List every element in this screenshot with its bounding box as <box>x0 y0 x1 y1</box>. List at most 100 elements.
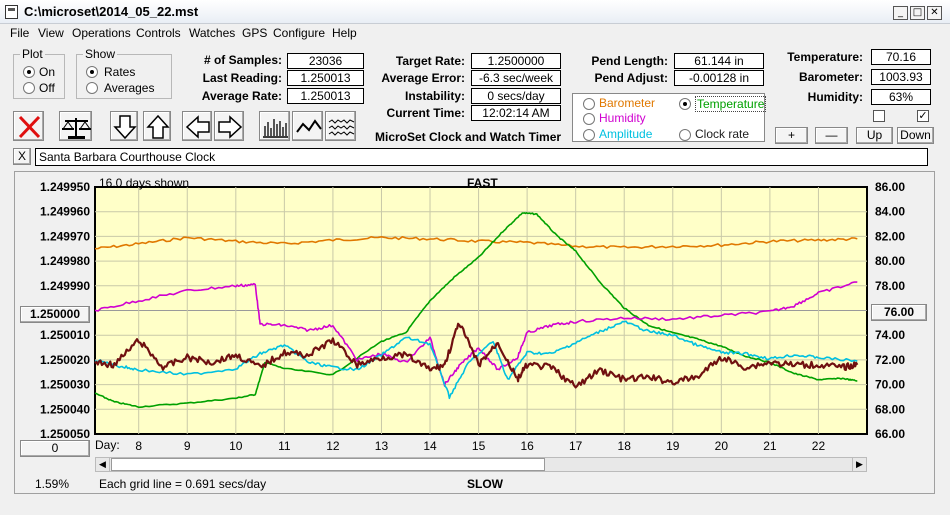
menu-bar: File View Operations Controls Watches GP… <box>0 24 950 42</box>
barometer-radio[interactable] <box>583 98 595 110</box>
red-x-icon <box>18 115 41 139</box>
menu-operations[interactable]: Operations <box>72 26 131 40</box>
move-down-button[interactable] <box>110 111 138 141</box>
day-tick-label: 18 <box>618 439 632 453</box>
minimize-icon[interactable]: _ <box>893 6 908 20</box>
show-rates-radio[interactable] <box>86 66 98 78</box>
move-up-button[interactable] <box>143 111 171 141</box>
average-rate-label: Average Rate: <box>201 89 282 103</box>
app-subtitle: MicroSet Clock and Watch Timer <box>375 130 562 144</box>
series-line-humidity <box>94 281 858 387</box>
horizontal-scrollbar[interactable]: ◀ ▶ <box>95 457 867 472</box>
maximize-icon[interactable]: □ <box>910 6 925 20</box>
day-tick-label: 17 <box>569 439 583 453</box>
last-reading-value: 1.250013 <box>287 70 364 86</box>
day-tick-label: 11 <box>278 439 291 453</box>
histogram-icon <box>263 119 288 138</box>
pend-length-label: Pend Length: <box>591 54 668 68</box>
right-tick-label: 74.00 <box>875 328 905 342</box>
humidity-checkbox[interactable] <box>873 110 885 122</box>
right-tick-label: 80.00 <box>875 254 905 268</box>
menu-controls[interactable]: Controls <box>136 26 181 40</box>
instability-label: Instability: <box>404 89 465 103</box>
zoom-in-button[interactable]: + <box>775 127 808 144</box>
scroll-up-button[interactable]: Up <box>856 127 893 144</box>
clock-name-input[interactable]: Santa Barbara Courthouse Clock <box>35 148 928 166</box>
clock-rate-radio[interactable] <box>679 129 691 141</box>
clear-clock-name-button[interactable]: X <box>13 148 31 165</box>
plot-off-label: Off <box>39 81 55 95</box>
left-tick-label: 1.250020 <box>40 353 90 367</box>
day-tick-label: 14 <box>423 439 437 453</box>
left-tick-label: 1.249980 <box>40 254 90 268</box>
temperature-value: 70.16 <box>871 49 931 65</box>
plot-on-radio[interactable] <box>23 66 35 78</box>
left-center-value-button[interactable]: 1.250000 <box>20 306 90 323</box>
chart-grid <box>95 187 867 434</box>
right-tick-label: 66.00 <box>875 427 905 441</box>
plot-group: Plot On Off <box>13 47 65 99</box>
menu-gps[interactable]: GPS <box>242 26 268 40</box>
noise-graph-button[interactable] <box>325 111 356 141</box>
average-rate-value: 1.250013 <box>287 88 364 104</box>
stop-button[interactable] <box>13 111 44 141</box>
right-center-value-button[interactable]: 76.00 <box>871 304 927 321</box>
plot-off-radio[interactable] <box>23 82 35 94</box>
last-reading-label: Last Reading: <box>202 71 282 85</box>
scroll-down-button[interactable]: Down <box>897 127 934 144</box>
day-tick-label: 15 <box>472 439 486 453</box>
humidity-option-label: Humidity <box>599 111 646 125</box>
series-line-temperature <box>94 212 858 409</box>
samples-label: # of Samples: <box>203 53 282 67</box>
menu-configure[interactable]: Configure <box>273 26 326 40</box>
scroll-right-icon[interactable]: ▶ <box>852 458 866 471</box>
menu-watches[interactable]: Watches <box>189 26 236 40</box>
series-line-clock-rate <box>94 322 859 389</box>
left-tick-label: 1.249950 <box>40 180 90 194</box>
right-tick-label: 78.00 <box>875 279 905 293</box>
left-tick-label: 1.249960 <box>40 205 90 219</box>
balance-scale-icon <box>62 118 91 139</box>
show-averages-radio[interactable] <box>86 82 98 94</box>
left-tick-label: 1.250050 <box>40 427 90 441</box>
right-tick-label: 86.00 <box>875 180 905 194</box>
menu-view[interactable]: View <box>38 26 64 40</box>
current-time-label: Current Time: <box>386 106 465 120</box>
temperature-option-label: Temperature <box>695 96 767 112</box>
day-tick-label: 8 <box>135 439 142 453</box>
plot-on-label: On <box>39 65 56 79</box>
humidity-radio[interactable] <box>583 113 595 125</box>
day-tick-label: 12 <box>326 439 340 453</box>
scroll-left-icon[interactable]: ◀ <box>96 458 110 471</box>
zoom-out-button[interactable]: — <box>815 127 848 144</box>
humidity-checkbox-checked[interactable]: ✓ <box>917 109 929 122</box>
pend-adjust-value: -0.00128 in <box>674 70 764 86</box>
menu-help[interactable]: Help <box>332 26 357 40</box>
left-tick-label: 1.249990 <box>40 279 90 293</box>
days-shown-label: 16.0 days shown <box>99 176 190 190</box>
close-icon[interactable]: ✕ <box>927 6 942 20</box>
day-tick-label: 16 <box>520 439 534 453</box>
line-graph-button[interactable] <box>292 111 323 141</box>
arrow-down-icon <box>113 115 137 140</box>
plot-group-legend: Plot <box>20 47 45 61</box>
balance-button[interactable] <box>59 111 92 141</box>
zero-button[interactable]: 0 <box>20 440 90 457</box>
barometer-option-label: Barometer <box>599 96 656 110</box>
temperature-radio[interactable] <box>679 98 691 110</box>
menu-file[interactable]: File <box>10 26 30 40</box>
move-right-button[interactable] <box>214 111 244 141</box>
title-bar: C:\microset\2014_05_22.mst _ □ ✕ <box>0 0 950 24</box>
right-tick-label: 82.00 <box>875 229 905 243</box>
move-left-button[interactable] <box>182 111 212 141</box>
amplitude-radio[interactable] <box>583 129 595 141</box>
day-tick-label: 9 <box>184 439 191 453</box>
barometer-label: Barometer: <box>798 70 863 84</box>
scrollbar-thumb[interactable] <box>111 458 545 471</box>
right-tick-label: 68.00 <box>875 402 905 416</box>
histogram-button[interactable] <box>259 111 290 141</box>
amplitude-option-label: Amplitude <box>599 127 653 141</box>
pend-adjust-label: Pend Adjust: <box>594 71 668 85</box>
current-time-value: 12:02:14 AM <box>471 105 561 121</box>
arrow-left-icon <box>185 115 210 139</box>
